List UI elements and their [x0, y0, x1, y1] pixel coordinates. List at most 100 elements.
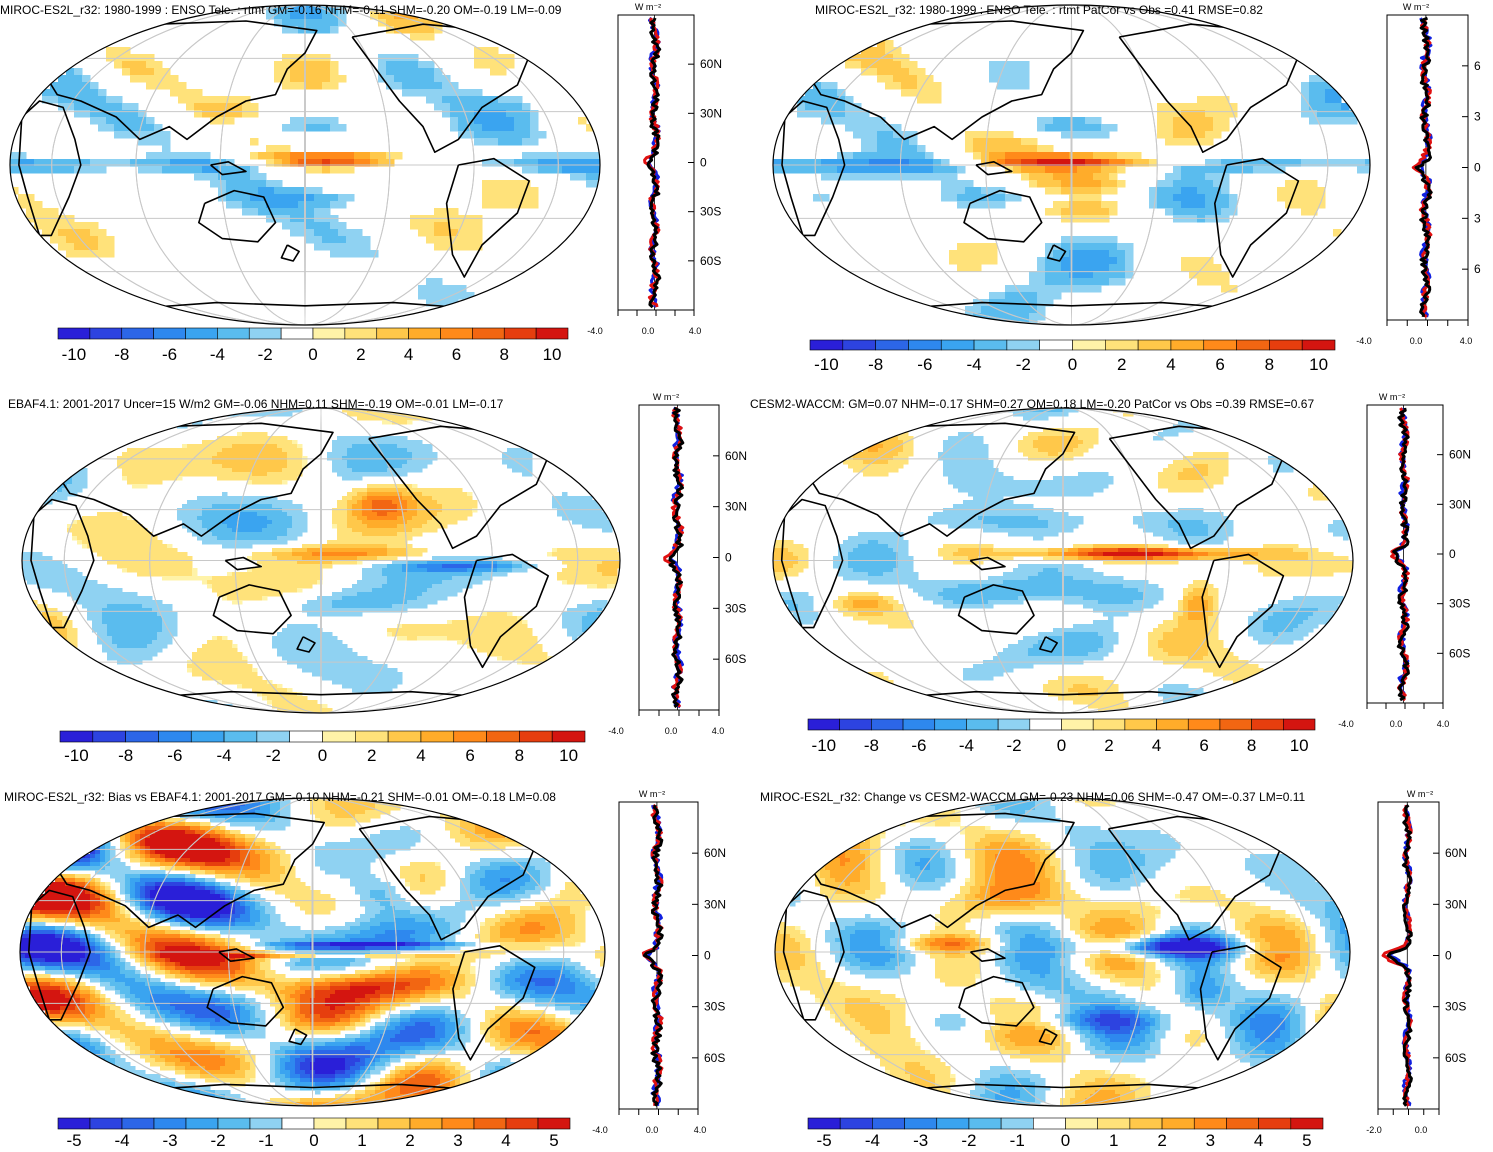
colorbar-swatch — [1156, 718, 1189, 731]
colorbar-tick-label: -10 — [812, 736, 837, 755]
panel-title: MIROC-ES2L_r32: 1980-1999 : ENSO Tele. :… — [0, 3, 562, 17]
colorbar-swatch — [185, 327, 218, 340]
colorbar-swatch — [190, 730, 225, 743]
colorbar-swatch — [871, 718, 904, 731]
colorbar-tick-label: 6 — [452, 345, 461, 364]
panel-5: 60N 30N 0 30S 60S -2.0 0.0 -5 -4 -3 -2 -1 0 1 2 3 4 5 W m⁻… — [760, 789, 1467, 1150]
colorbar-swatch — [408, 327, 441, 340]
colorbar-swatch — [551, 730, 586, 743]
colorbar-swatch — [376, 327, 409, 340]
colorbar-swatch — [519, 730, 553, 743]
colorbar-swatch — [1301, 339, 1336, 351]
colorbar-tick-label: 8 — [1265, 355, 1274, 374]
colorbar-tick-label: 1 — [1109, 1131, 1118, 1150]
zonal-mean-line-mean — [1386, 803, 1413, 1107]
lat-tick-label: 30S — [704, 1000, 725, 1014]
colorbar-swatch — [1258, 1117, 1292, 1130]
colorbar-tick-label: -2 — [1006, 736, 1021, 755]
panel-title: MIROC-ES2L_r32: Change vs CESM2-WACCM GM… — [760, 790, 1306, 804]
colorbar-swatch — [1283, 718, 1316, 731]
colorbar-tick-label: -5 — [66, 1131, 81, 1150]
colorbar-swatch — [486, 730, 520, 743]
colorbar-swatch — [355, 730, 389, 743]
lat-tick-label: 60S — [704, 1051, 725, 1065]
colorbar-tick-label: -10 — [814, 355, 839, 374]
colorbar-tick-label: 6 — [465, 746, 474, 765]
colorbar-swatch — [92, 730, 126, 743]
map-outline — [772, 4, 1371, 326]
zonal-x-tick-label: -2.0 — [1366, 1125, 1382, 1135]
colorbar-swatch — [256, 730, 290, 743]
zonal-x-tick-label: -4.0 — [1338, 719, 1354, 729]
lat-tick-label: 3 — [1474, 110, 1481, 124]
lat-tick-label: 60N — [1445, 846, 1467, 860]
colorbar-swatch — [289, 730, 323, 743]
colorbar-swatch — [1097, 1117, 1131, 1130]
colorbar-tick-label: 2 — [356, 345, 365, 364]
colorbar-swatch — [934, 718, 967, 731]
colorbar-tick-label: 0 — [309, 1131, 318, 1150]
colorbar-tick-label: 0 — [318, 746, 327, 765]
colorbar-tick-label: 4 — [1166, 355, 1175, 374]
colorbar-swatch — [153, 327, 186, 340]
lat-tick-label: 60S — [700, 254, 721, 268]
panel-1: 6 3 0 3 6 -4.0 0.0 4.0 -10 -8 -6 -4 -2 0 2 4 6 8 10 W m⁻² MI… — [772, 2, 1481, 374]
colorbar-swatch — [1219, 718, 1252, 731]
colorbar-tick-label: -6 — [911, 736, 926, 755]
colorbar-tick-label: 2 — [1104, 736, 1113, 755]
colorbar-tick-label: -5 — [817, 1131, 832, 1150]
zonal-x-tick-label: 4.0 — [1437, 719, 1450, 729]
colorbar-tick-label: -6 — [162, 345, 177, 364]
colorbar-tick-label: 0 — [1068, 355, 1077, 374]
colorbar-swatch — [249, 1117, 283, 1130]
colorbar-swatch — [158, 730, 192, 743]
map-outline — [19, 797, 606, 1107]
zonal-mean-line-mean — [643, 804, 664, 1107]
colorbar-swatch — [322, 730, 356, 743]
colorbar-swatch — [1161, 1117, 1195, 1130]
colorbar-swatch — [936, 1117, 970, 1130]
colorbar-tick-label: 10 — [1309, 355, 1328, 374]
colorbar-tick-label: 0 — [308, 345, 317, 364]
colorbar-swatch — [57, 1117, 91, 1130]
colorbar-swatch — [1092, 718, 1126, 731]
colorbar-swatch — [121, 327, 154, 340]
colorbar-swatch — [217, 327, 250, 340]
colorbar-tick-label: -4 — [959, 736, 974, 755]
graticule — [773, 408, 1353, 713]
colorbar-tick-label: 8 — [515, 746, 524, 765]
colorbar-swatch — [875, 339, 909, 351]
zonal-x-tick-label: 0.0 — [642, 326, 655, 336]
colorbar-swatch — [387, 730, 422, 743]
colorbar-swatch — [440, 327, 473, 340]
colorbar-swatch — [248, 327, 282, 340]
graticule — [775, 798, 1350, 1106]
colorbar-swatch — [313, 1117, 347, 1130]
colorbar-tick-label: 10 — [559, 746, 578, 765]
zonal-x-tick-label: -4.0 — [592, 1125, 608, 1135]
colorbar-tick-label: -4 — [210, 345, 225, 364]
colorbar-tick-label: 5 — [549, 1131, 558, 1150]
colorbar-swatch — [89, 1117, 123, 1130]
colorbar-swatch — [281, 1117, 315, 1130]
map-shading — [10, 5, 600, 307]
panel-title: MIROC-ES2L_r32: 1980-1999 : ENSO Tele. :… — [815, 3, 1263, 17]
units-label: W m⁻² — [635, 2, 661, 12]
colorbar-swatch — [121, 1117, 155, 1130]
zonal-x-tick-label: 4.0 — [689, 326, 702, 336]
colorbar-swatch — [505, 1117, 539, 1130]
lat-tick-label: 60N — [1449, 448, 1471, 462]
colorbar-swatch — [1290, 1117, 1324, 1130]
colorbar-tick-label: 2 — [1157, 1131, 1166, 1150]
colorbar-swatch — [1061, 718, 1094, 731]
colorbar-swatch — [966, 718, 999, 731]
units-label: W m⁻² — [1379, 392, 1405, 402]
zonal-x-tick-label: 0.0 — [1390, 719, 1403, 729]
lat-tick-label: 30N — [725, 500, 747, 514]
panel-3: 60N 30N 0 30S 60S -4.0 0.0 4.0 -10 -8 -6 -4 -2 0 2 4 6 8 1… — [750, 392, 1471, 755]
zonal-x-tick-label: -4.0 — [608, 726, 624, 736]
panel-title: MIROC-ES2L_r32: Bias vs EBAF4.1: 2001-20… — [4, 790, 556, 804]
colorbar-swatch — [312, 327, 346, 340]
panel-title: EBAF4.1: 2001-2017 Uncer=15 W/m2 GM=-0.0… — [8, 397, 504, 411]
colorbar-swatch — [472, 327, 505, 340]
